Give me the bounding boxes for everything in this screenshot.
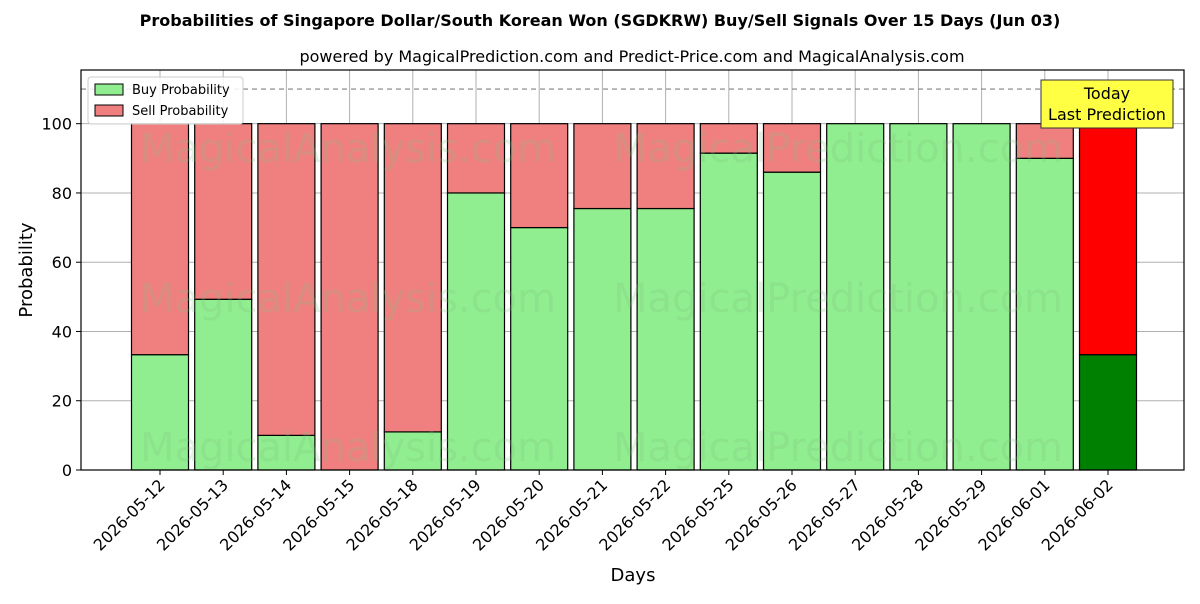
sell-bar [1015,123,1074,159]
y-tick-label: 80 [52,184,72,203]
legend-buy-label: Buy Probability [132,83,230,98]
legend-buy-swatch [94,83,124,96]
watermark-text: MagicalAnalysis.com [140,126,556,172]
sell-bar [320,123,379,471]
sell-bar [699,123,758,154]
buy-bar [636,207,695,471]
buy-bar [573,207,632,471]
watermark-layer: MagicalAnalysis.com MagicalPrediction.com… [140,126,1063,471]
legend: Buy Probability Sell Probability [87,76,244,125]
chart-title: Probabilities of Singapore Dollar/South … [140,11,1061,30]
today-annotation-line1: Today [1083,84,1130,103]
x-axis-label: Days [611,565,656,586]
y-tick-label: 40 [52,322,72,341]
buy-bar [1078,354,1138,471]
sell-bar [446,123,506,194]
today-annotation-line2: Last Prediction [1048,105,1166,124]
buy-bar [762,171,822,471]
buy-bar [826,123,885,471]
buy-bar [889,123,948,471]
y-tick-label: 100 [41,115,72,134]
sell-bar [257,123,316,436]
sell-bar [762,123,822,173]
buy-bar [446,192,506,471]
plot-frame [80,69,1185,471]
y-tick-label: 0 [62,461,72,480]
today-annotation-box [1040,79,1174,129]
buy-bar [952,123,1011,471]
watermark-text: MagicalPrediction.com [613,126,1063,172]
legend-frame [87,76,244,125]
sell-bar [636,123,695,210]
sell-bar [383,123,442,433]
buy-bar [699,152,758,471]
y-tick-label: 20 [52,392,72,411]
legend-sell-label: Sell Probability [132,104,229,119]
sell-bar [573,123,632,210]
buy-bar [194,298,253,471]
legend-sell-swatch [94,104,124,117]
y-tick-label: 60 [52,253,72,272]
buy-bar [510,226,569,471]
buy-bar [257,434,316,471]
buy-bar [1015,157,1074,471]
y-axis-label: Probability [16,222,37,317]
watermark-text: MagicalPrediction.com [613,276,1063,322]
watermark-text: MagicalPrediction.com [613,425,1063,471]
chart-subtitle: powered by MagicalPrediction.com and Pre… [299,47,964,66]
sell-bar [510,123,569,229]
bars-layer [81,88,1184,471]
today-annotation: Today Last Prediction [1040,79,1174,129]
watermark-text: MagicalAnalysis.com [140,425,556,471]
sell-bar [1078,123,1138,356]
watermark-text: MagicalAnalysis.com [140,276,556,322]
sell-bar [130,123,190,356]
